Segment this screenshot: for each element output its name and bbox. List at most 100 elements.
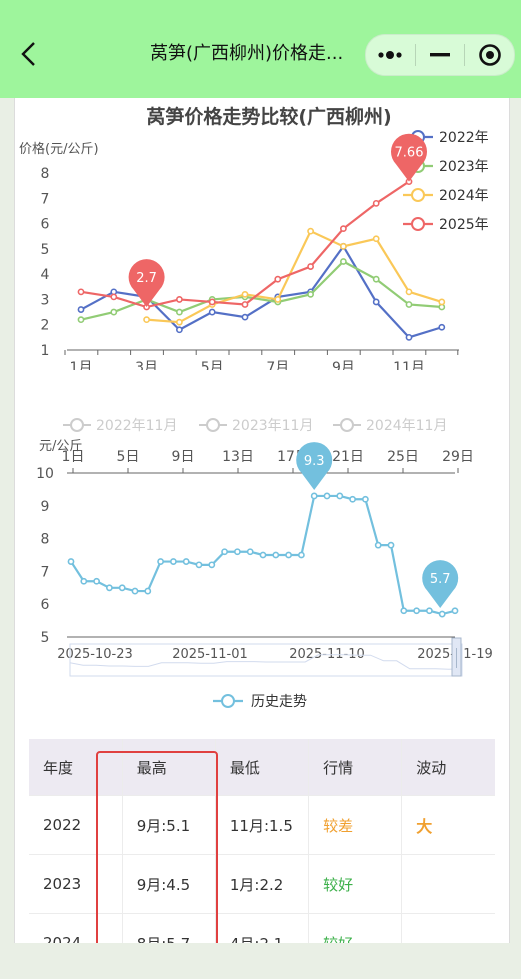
data-point (233, 548, 241, 556)
pin-marker-label: 2.7 (136, 271, 157, 286)
data-point (77, 306, 85, 313)
x-tick-label: 11月 (393, 360, 425, 370)
data-point (323, 492, 331, 500)
data-point (144, 587, 152, 595)
cell-low: 1月:2.2 (215, 854, 310, 914)
data-zoom-preview (69, 654, 463, 670)
back-button[interactable] (14, 36, 44, 72)
pin-marker: 2.7 (128, 259, 165, 308)
day-tick-label: 1日 (62, 449, 85, 465)
data-point (259, 551, 267, 559)
pin-marker-label: 5.7 (430, 572, 451, 587)
price-comparison-chart: 莴笋价格走势比较(广西柳州) 价格(元/公斤) 1 2 3 4 5 6 7 8 1月 3月 5月 7月 9月… (19, 105, 489, 370)
header-vol: 波动 (401, 739, 495, 796)
y-tick-label: 2 (41, 318, 50, 334)
legend-marker (221, 694, 235, 708)
y-tick-label: 7 (41, 191, 50, 207)
data-point (241, 290, 249, 298)
pin-marker-marker (296, 442, 333, 490)
more-button[interactable] (366, 35, 415, 75)
data-point (339, 242, 347, 250)
legend-label: 2025年 (439, 217, 489, 233)
data-point (221, 548, 228, 556)
table-row: 2023 9月:4.5 1月:2.2 较好 (29, 854, 495, 914)
y-tick-label: 6 (41, 597, 50, 613)
more-dots-icon (378, 51, 402, 59)
data-point (336, 492, 344, 500)
capsule-divider (414, 44, 416, 66)
data-point (118, 584, 126, 592)
y-axis-label: 元/公斤 (39, 439, 82, 454)
day-tick-label: 25日 (387, 449, 419, 465)
data-point (349, 495, 356, 503)
day-tick-label: 29日 (442, 449, 474, 465)
cell-year: 2023 (29, 854, 123, 914)
data-point (80, 577, 88, 585)
y-tick-label: 4 (41, 267, 50, 283)
y-tick-label: 5 (41, 630, 50, 646)
capsule-menu (365, 34, 515, 76)
x-tick-label: 9月 (332, 360, 355, 370)
data-point (67, 558, 75, 565)
legend-label: 历史走势 (251, 694, 307, 710)
data-point (285, 551, 292, 559)
data-point (93, 577, 100, 585)
data-point (241, 301, 249, 308)
y-tick-label: 10 (36, 466, 54, 482)
data-point (339, 225, 347, 233)
chevron-left-icon (21, 42, 35, 66)
y-tick-label: 5 (41, 242, 50, 258)
data-point (175, 308, 183, 316)
series-line-2024年 (146, 229, 443, 324)
legend-label: 2024年 (439, 188, 489, 204)
legend-label: 2023年11月 (232, 418, 313, 434)
minimize-button[interactable] (416, 35, 465, 75)
pin-marker: 9.3 (296, 442, 333, 490)
data-point (157, 558, 164, 565)
data-point (208, 561, 216, 569)
data-point (175, 296, 183, 303)
page-title: 莴笋(广西柳州)价格走... (150, 43, 344, 64)
data-point (208, 298, 216, 306)
x-tick-label: 7月 (266, 360, 289, 370)
x-tick-label: 5月 (201, 360, 224, 370)
data-point (106, 584, 113, 592)
legend-marker (206, 418, 220, 432)
legend-label: 2022年11月 (96, 418, 177, 434)
table-header-row: 年度 最高 最低 行情 波动 (29, 739, 495, 796)
data-point (405, 301, 413, 308)
pin-marker-marker (422, 560, 459, 609)
data-point (110, 308, 118, 316)
data-point (438, 323, 446, 331)
y-tick-label: 9 (41, 499, 50, 515)
target-close-icon (478, 44, 501, 66)
data-point (143, 316, 150, 324)
header-year: 年度 (29, 739, 123, 796)
close-button[interactable] (465, 35, 514, 75)
date-tick-label: 2025-11-01 (172, 647, 248, 662)
series-line-2025年 (80, 180, 410, 309)
day-tick-label: 13日 (222, 449, 254, 465)
cell-high: 9月:4.5 (122, 854, 216, 914)
data-point (307, 290, 314, 298)
data-point (182, 558, 190, 565)
data-zoom-slider (69, 643, 463, 677)
day-tick-label: 21日 (332, 449, 364, 465)
data-point (131, 587, 139, 595)
cell-mood: 较差 (308, 795, 403, 855)
legend-marker (411, 188, 425, 202)
data-point (405, 333, 413, 341)
data-point (339, 258, 347, 265)
y-tick-label: 8 (41, 532, 50, 548)
data-point (310, 492, 318, 500)
legend-marker (340, 418, 354, 432)
cell-high: 9月:5.1 (122, 795, 216, 855)
day-tick-label: 5日 (117, 449, 140, 465)
x-tick-label: 1月 (70, 360, 93, 370)
pin-marker-marker (391, 133, 427, 182)
minus-icon (430, 53, 450, 57)
legend-label: 2022年 (439, 130, 489, 146)
data-point (274, 275, 282, 283)
pin-marker-label: 9.3 (304, 454, 325, 469)
